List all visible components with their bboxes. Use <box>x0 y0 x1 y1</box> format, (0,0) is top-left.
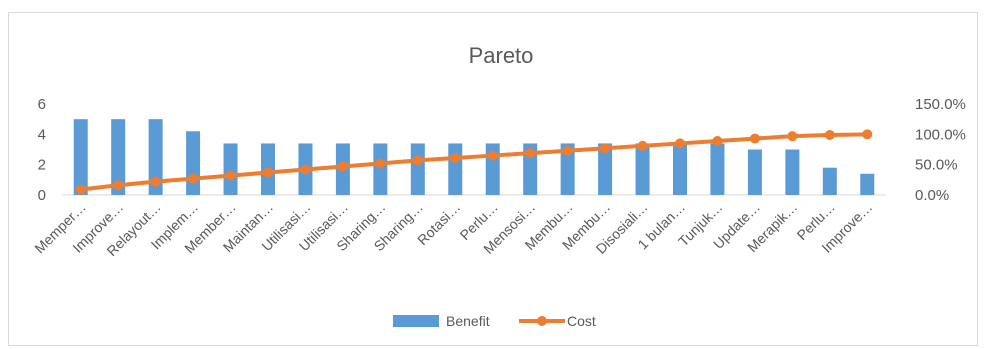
cost-point <box>263 167 273 178</box>
cost-point <box>450 152 461 163</box>
line-series <box>75 129 873 195</box>
cost-point <box>562 145 573 156</box>
cost-point <box>375 158 386 169</box>
cost-point <box>188 173 199 184</box>
cost-point <box>113 180 124 191</box>
benefit-bar <box>785 149 800 195</box>
benefit-bar <box>373 143 388 195</box>
cost-point <box>824 129 835 140</box>
y-right-tick-label: 100.0% <box>915 126 966 143</box>
legend: Benefit Cost <box>393 313 596 329</box>
cost-line <box>80 132 868 192</box>
legend-cost-marker <box>537 316 547 326</box>
benefit-bar <box>148 119 163 195</box>
y-left-tick-label: 2 <box>38 157 46 174</box>
cost-point <box>862 129 873 140</box>
benefit-bar <box>598 143 613 195</box>
benefit-bar <box>111 119 126 195</box>
benefit-bar <box>860 173 875 195</box>
cost-point <box>487 150 498 161</box>
legend-cost-label: Cost <box>567 313 596 329</box>
cost-point <box>225 170 236 181</box>
legend-benefit-swatch <box>393 315 439 327</box>
cost-point <box>337 161 348 172</box>
cost-point <box>150 176 161 187</box>
benefit-bar <box>822 167 837 195</box>
benefit-bar <box>223 143 238 195</box>
benefit-bar <box>186 131 201 195</box>
cost-point <box>712 136 723 147</box>
y-left-tick-label: 4 <box>38 126 46 143</box>
y-right-tick-label: 0.0% <box>915 187 949 204</box>
benefit-bar <box>747 149 762 195</box>
cost-point <box>749 133 760 144</box>
cost-point <box>300 164 311 175</box>
cost-point <box>787 131 798 142</box>
benefit-bar <box>73 119 88 195</box>
benefit-bar <box>673 143 687 195</box>
benefit-bar <box>410 143 425 195</box>
y-left-tick-label: 6 <box>38 96 46 113</box>
benefit-bar <box>448 143 463 195</box>
cost-point <box>412 155 423 166</box>
cost-point <box>675 138 685 149</box>
cost-point <box>525 148 536 159</box>
cost-point <box>600 143 611 154</box>
legend-benefit-label: Benefit <box>446 313 490 329</box>
y-right-tick-label: 50.0% <box>915 157 958 174</box>
chart-title: Pareto <box>469 43 534 68</box>
y-right-tick-label: 150.0% <box>915 96 966 113</box>
benefit-bar <box>560 143 575 195</box>
y-left-tick-label: 0 <box>38 187 46 204</box>
bar-series <box>73 119 875 195</box>
cost-point <box>75 184 86 195</box>
category-labels: Memper…Improve…Relayout…Implem…Member…Ma… <box>31 199 875 259</box>
benefit-bar <box>710 143 725 195</box>
benefit-bar <box>635 143 650 195</box>
cost-point <box>637 140 648 151</box>
